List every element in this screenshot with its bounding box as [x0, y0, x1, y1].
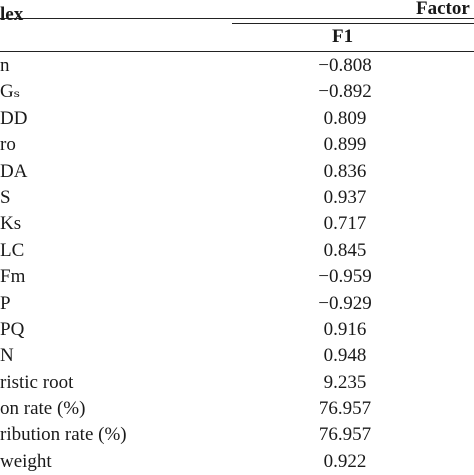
table-row: Gₛ −0.892	[0, 79, 474, 105]
row-index-label: P	[0, 292, 11, 314]
table-row: DD 0.809	[0, 106, 474, 132]
row-index-label: N	[0, 345, 14, 367]
table-row: ribution rate (%) 76.957	[0, 422, 474, 448]
row-f1-value: 9.235	[323, 371, 367, 393]
index-header: lex	[0, 4, 24, 25]
table-row: Ks 0.717	[0, 211, 474, 237]
row-index-label: Gₛ	[0, 81, 21, 103]
factor-header: Factor	[416, 0, 470, 19]
row-f1-value: −0.808	[318, 55, 372, 76]
row-f1-value: 0.948	[323, 345, 367, 367]
row-index-label: on rate (%)	[0, 398, 86, 420]
table-row: ro 0.899	[0, 132, 474, 158]
row-f1-value: 76.957	[318, 424, 372, 446]
row-index-label: PQ	[0, 318, 25, 340]
row-f1-value: 0.937	[323, 186, 367, 208]
row-index-label: LC	[0, 239, 25, 261]
table-row: LC 0.845	[0, 238, 474, 264]
f1-header: F1	[332, 26, 354, 47]
row-index-label: ristic root	[0, 371, 74, 393]
row-index-label: Ks	[0, 213, 22, 235]
table-row: on rate (%) 76.957	[0, 396, 474, 422]
row-index-label: S	[0, 186, 11, 208]
row-f1-value: 0.922	[323, 450, 367, 472]
row-f1-value: 0.899	[323, 134, 367, 156]
table-row: DA 0.836	[0, 159, 474, 185]
row-index-label: n	[0, 55, 10, 76]
table-row: P −0.929	[0, 291, 474, 317]
row-f1-value: 76.957	[318, 398, 372, 420]
row-f1-value: −0.929	[318, 292, 372, 314]
table-row: N 0.948	[0, 343, 474, 369]
row-f1-value: 0.809	[323, 107, 367, 129]
table-body: n −0.808 Gₛ −0.892 DD 0.809 ro 0.899 DA …	[0, 53, 474, 475]
table-row: weight 0.922	[0, 449, 474, 475]
table-row: S 0.937	[0, 185, 474, 211]
row-index-label: weight	[0, 450, 52, 472]
header-rule	[0, 51, 474, 52]
table-row: n −0.808	[0, 53, 474, 79]
row-f1-value: 0.916	[323, 318, 367, 340]
row-f1-value: −0.892	[318, 81, 372, 103]
row-index-label: Fm	[0, 266, 26, 288]
row-index-label: ribution rate (%)	[0, 424, 127, 446]
row-f1-value: 0.836	[323, 160, 367, 182]
row-index-label: ro	[0, 134, 16, 156]
row-index-label: DD	[0, 107, 28, 129]
row-index-label: DA	[0, 160, 28, 182]
table-row: PQ 0.916	[0, 317, 474, 343]
top-rule	[0, 18, 474, 19]
row-f1-value: −0.959	[318, 266, 372, 288]
table-row: ristic root 9.235	[0, 370, 474, 396]
row-f1-value: 0.845	[323, 239, 367, 261]
row-f1-value: 0.717	[323, 213, 367, 235]
table-row: Fm −0.959	[0, 264, 474, 290]
factor-rule	[232, 23, 474, 24]
